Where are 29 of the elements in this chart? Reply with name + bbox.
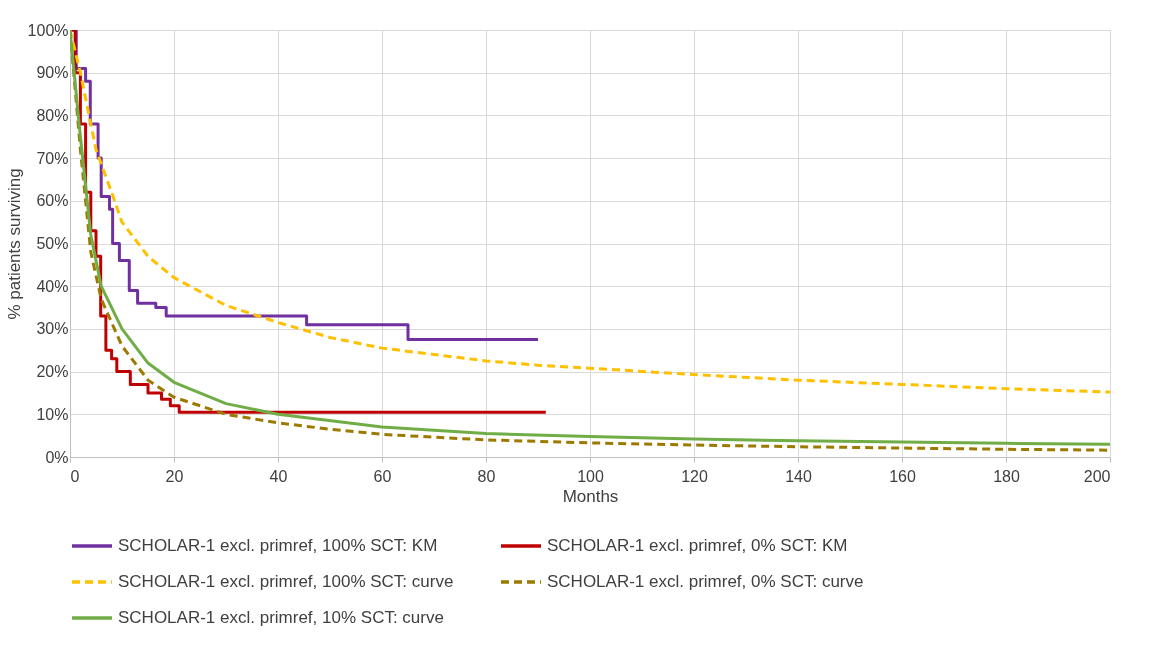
y-axis-title: % patients surviving: [4, 168, 24, 320]
legend-label: SCHOLAR-1 excl. primref, 100% SCT: curve: [118, 572, 454, 591]
legend-label: SCHOLAR-1 excl. primref, 10% SCT: curve: [118, 608, 444, 627]
y-tick-label: 80%: [36, 106, 69, 124]
y-tick-label: 60%: [36, 192, 69, 210]
x-tick-label: 120: [681, 467, 708, 485]
legend-label: SCHOLAR-1 excl. primref, 0% SCT: curve: [547, 572, 864, 591]
y-tick-label: 30%: [36, 320, 69, 338]
y-tick-label: 90%: [36, 64, 69, 82]
x-tick-label: 40: [269, 467, 288, 485]
y-tick-label: 0%: [45, 448, 69, 466]
x-tick-label: 20: [165, 467, 184, 485]
y-tick-label: 20%: [36, 363, 69, 381]
y-tick-label: 50%: [36, 235, 69, 252]
x-tick-label: 140: [785, 467, 812, 485]
x-axis-title: Months: [562, 486, 619, 506]
y-tick-label: 40%: [36, 277, 69, 295]
x-tick-label: 180: [993, 467, 1020, 485]
y-tick-label: 100%: [27, 21, 69, 39]
x-tick-label: 160: [889, 467, 916, 485]
x-tick-label: 80: [477, 467, 496, 485]
y-tick-label: 10%: [36, 405, 69, 423]
x-tick-label: 100: [577, 467, 604, 485]
x-tick-label: 0: [70, 467, 80, 485]
legend-label: SCHOLAR-1 excl. primref, 0% SCT: KM: [547, 536, 848, 555]
legend-label: SCHOLAR-1 excl. primref, 100% SCT: KM: [118, 536, 438, 555]
x-tick-label: 200: [1083, 467, 1111, 485]
y-tick-label: 70%: [36, 149, 69, 167]
x-tick-label: 60: [373, 467, 392, 485]
